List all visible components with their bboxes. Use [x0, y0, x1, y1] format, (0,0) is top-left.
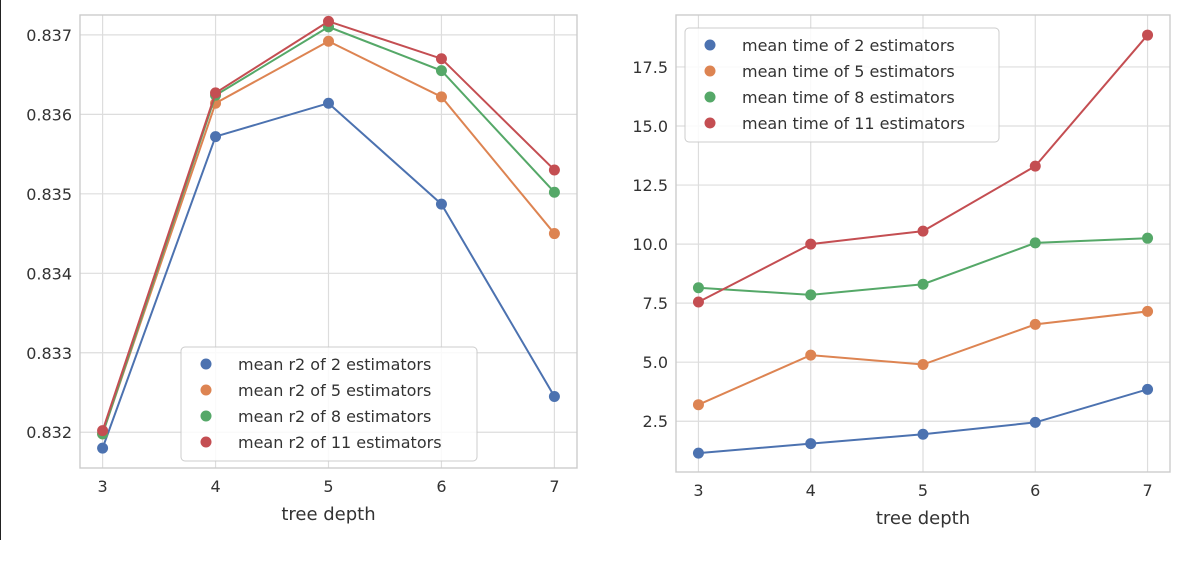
- data-point: [1029, 160, 1041, 172]
- data-point: [917, 359, 929, 371]
- data-point: [435, 53, 447, 65]
- legend: mean r2 of 2 estimators mean r2 of 5 esti…: [180, 346, 478, 462]
- x-tick-label: 5: [323, 477, 333, 496]
- data-point: [917, 225, 929, 237]
- x-tick-label: 6: [1030, 481, 1040, 500]
- y-tick-label: 2.5: [643, 412, 668, 431]
- legend-box: [180, 346, 478, 462]
- chart-panel-1: 3 4 5 6 7 0.832 0.833 0.834 0.835 0.836 0.837 tree …: [26, 14, 578, 525]
- legend-marker: [200, 358, 212, 370]
- y-tick-label: 0.837: [26, 26, 72, 45]
- page-edge-rule: [0, 0, 1, 540]
- data-point: [210, 87, 222, 99]
- plot-frame: [675, 14, 1171, 473]
- data-point: [1142, 305, 1154, 317]
- data-point: [435, 91, 447, 103]
- data-point: [1142, 232, 1154, 244]
- data-point: [548, 228, 560, 240]
- y-tick-label: 5.0: [643, 353, 668, 372]
- data-point: [1029, 318, 1041, 330]
- data-point: [548, 390, 560, 402]
- data-point: [692, 296, 704, 308]
- data-point: [97, 442, 109, 454]
- data-point: [805, 438, 817, 450]
- legend: mean time of 2 estimators mean time of 5 …: [684, 27, 1000, 143]
- y-tick-label: 0.833: [26, 344, 72, 363]
- legend-entry: mean time of 2 estimators: [742, 36, 955, 55]
- legend-entry: mean time of 5 estimators: [742, 62, 955, 81]
- y-tick-label: 7.5: [643, 294, 668, 313]
- legend-entry: mean time of 11 estimators: [742, 114, 965, 133]
- x-tick-label: 4: [210, 477, 220, 496]
- legend-marker: [704, 117, 716, 129]
- data-point: [1029, 237, 1041, 249]
- data-point: [805, 289, 817, 301]
- legend-box: [684, 27, 1000, 143]
- y-tick-label: 0.832: [26, 423, 72, 442]
- data-point: [323, 35, 334, 47]
- data-point: [805, 238, 817, 250]
- data-point: [692, 282, 704, 294]
- x-tick-label: 6: [436, 477, 446, 496]
- x-axis-label: tree depth: [281, 504, 375, 525]
- legend-entry: mean r2 of 8 estimators: [238, 407, 431, 426]
- legend-marker: [704, 65, 716, 77]
- data-point: [1029, 416, 1041, 428]
- legend-marker: [200, 410, 212, 422]
- data-point: [917, 428, 929, 440]
- data-point: [97, 425, 109, 437]
- x-tick-label: 5: [918, 481, 928, 500]
- chart-panel-2: 3 4 5 6 7 2.5 5.0 7.5 10.0 12.5 15.0 17.5 tree depth…: [632, 14, 1171, 529]
- x-tick-label: 7: [549, 477, 559, 496]
- legend-entry: mean time of 8 estimators: [742, 88, 955, 107]
- legend-marker: [200, 384, 212, 396]
- legend-marker: [704, 91, 716, 103]
- y-tick-label: 0.834: [26, 264, 72, 283]
- y-tick-label: 10.0: [632, 235, 668, 254]
- x-tick-label: 3: [97, 477, 107, 496]
- data-point: [1142, 383, 1154, 395]
- data-point: [1142, 29, 1154, 41]
- y-tick-label: 17.5: [632, 58, 668, 77]
- plot-frame: [79, 14, 578, 469]
- data-point: [548, 164, 560, 176]
- x-tick-label: 3: [693, 481, 703, 500]
- data-point: [323, 97, 334, 109]
- data-point: [805, 349, 817, 361]
- data-point: [917, 278, 929, 290]
- data-point: [692, 447, 704, 459]
- x-tick-label: 4: [806, 481, 816, 500]
- data-point: [210, 131, 222, 143]
- legend-entry: mean r2 of 11 estimators: [238, 433, 442, 452]
- data-point: [548, 186, 560, 198]
- x-tick-label: 7: [1142, 481, 1152, 500]
- legend-marker: [200, 436, 212, 448]
- y-tick-label: 12.5: [632, 176, 668, 195]
- y-tick-label: 15.0: [632, 117, 668, 136]
- x-axis-label: tree depth: [876, 508, 970, 529]
- data-point: [435, 198, 447, 210]
- legend-marker: [704, 39, 716, 51]
- legend-entry: mean r2 of 5 estimators: [238, 381, 431, 400]
- y-tick-label: 0.836: [26, 105, 72, 124]
- data-point: [323, 15, 334, 27]
- data-point: [692, 399, 704, 411]
- legend-entry: mean r2 of 2 estimators: [238, 355, 431, 374]
- data-point: [435, 65, 447, 77]
- y-tick-label: 0.835: [26, 185, 72, 204]
